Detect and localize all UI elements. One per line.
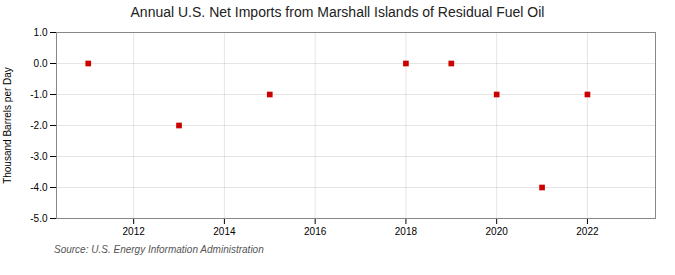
svg-text:Thousand Barrels per Day: Thousand Barrels per Day: [2, 67, 13, 184]
svg-text:1.0: 1.0: [34, 27, 48, 38]
svg-text:2022: 2022: [576, 226, 599, 237]
svg-text:-4.0: -4.0: [30, 182, 48, 193]
svg-text:2014: 2014: [213, 226, 236, 237]
html-text:Annual U.S. Net Imports from M: Annual U.S. Net Imports from Marshall Is…: [130, 4, 545, 20]
svg-text:-1.0: -1.0: [30, 89, 48, 100]
svg-text:2016: 2016: [304, 226, 327, 237]
svg-text:-2.0: -2.0: [30, 120, 48, 131]
svg-text:0.0: 0.0: [34, 58, 48, 69]
svg-text:2012: 2012: [123, 226, 146, 237]
svg-text:-5.0: -5.0: [30, 213, 48, 224]
html-text:Source: U.S. Energy Informatio: Source: U.S. Energy Information Administ…: [54, 244, 264, 255]
svg-text:-3.0: -3.0: [30, 151, 48, 162]
svg-text:2018: 2018: [395, 226, 418, 237]
svg-text:2020: 2020: [486, 226, 509, 237]
